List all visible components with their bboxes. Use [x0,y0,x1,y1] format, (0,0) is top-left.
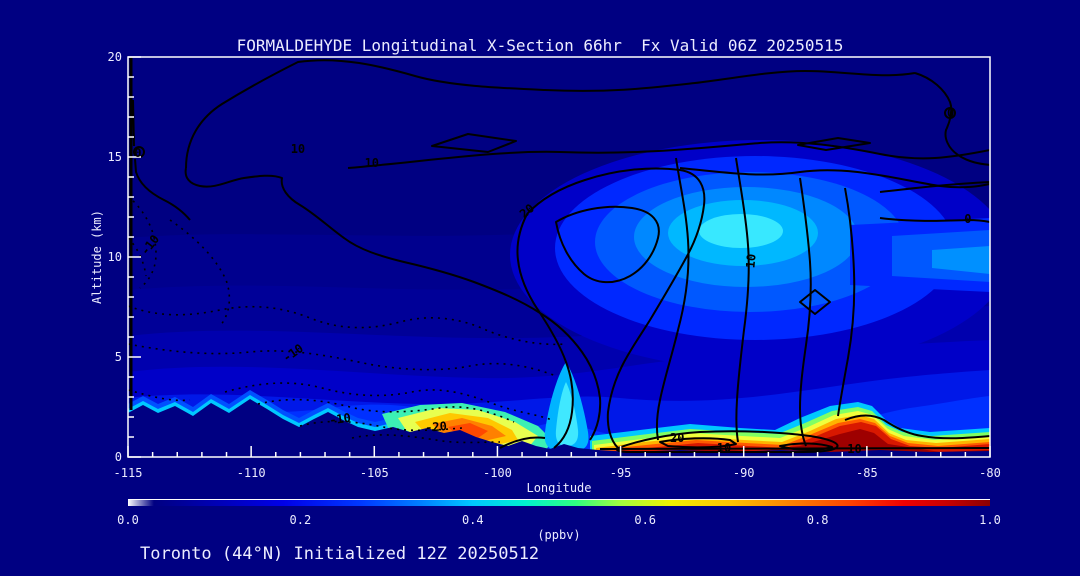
contour-value-label: -20 [424,419,448,435]
x-tick-label: -90 [732,466,755,480]
contour-lines-negative [128,195,567,444]
x-tick-label: -95 [609,466,632,480]
colorbar-tick-label: 0.4 [461,513,484,527]
x-tick-label: -115 [113,466,143,480]
colorbar-units-label: (ppbv) [537,528,581,542]
contour-value-label: 10 [290,142,306,156]
y-tick-label: 10 [107,250,122,264]
colorbar [128,499,990,506]
terrain-silhouette [128,399,990,457]
colorbar-tick-label: 0.8 [806,513,829,527]
y-axis-label: Altitude (km) [90,210,104,304]
filled-contour-field [128,57,990,457]
colorbar-tick-label: 1.0 [979,513,1001,527]
chart-title: FORMALDEHYDE Longitudinal X-Section 66hr… [236,36,844,55]
axis-ticks [127,56,991,458]
x-axis-label: Longitude [526,481,592,495]
x-tick-label: -105 [359,466,389,480]
contour-value-label: -10 [328,410,352,428]
contour-value-label: 20 [669,431,685,445]
contour-value-label: 10 [847,442,862,456]
colorbar-tick-label: 0.0 [117,513,139,527]
x-tick-label: -100 [482,466,512,480]
x-tick-label: -85 [856,466,878,480]
contour-value-label: 10 [743,253,759,269]
y-tick-label: 20 [107,50,122,64]
contour-value-label: 10 [364,156,380,170]
y-tick-label: 15 [107,150,122,164]
colorbar-tick-label: 0.6 [634,513,657,527]
footer-run-info: Toronto (44°N) Initialized 12Z 20250512 [140,544,540,564]
y-tick-label: 5 [114,350,122,364]
contour-value-label: 0 [946,106,955,120]
colorbar-tick-label: 0.2 [289,513,312,527]
y-tick-label: 0 [114,450,122,464]
contour-value-label: 10 [716,441,732,455]
contour-value-label: 0 [134,146,142,160]
contour-value-label: 0 [964,212,972,226]
contour-lines-positive [129,57,990,454]
x-tick-label: -110 [236,466,266,480]
x-tick-label: -80 [979,466,1001,480]
